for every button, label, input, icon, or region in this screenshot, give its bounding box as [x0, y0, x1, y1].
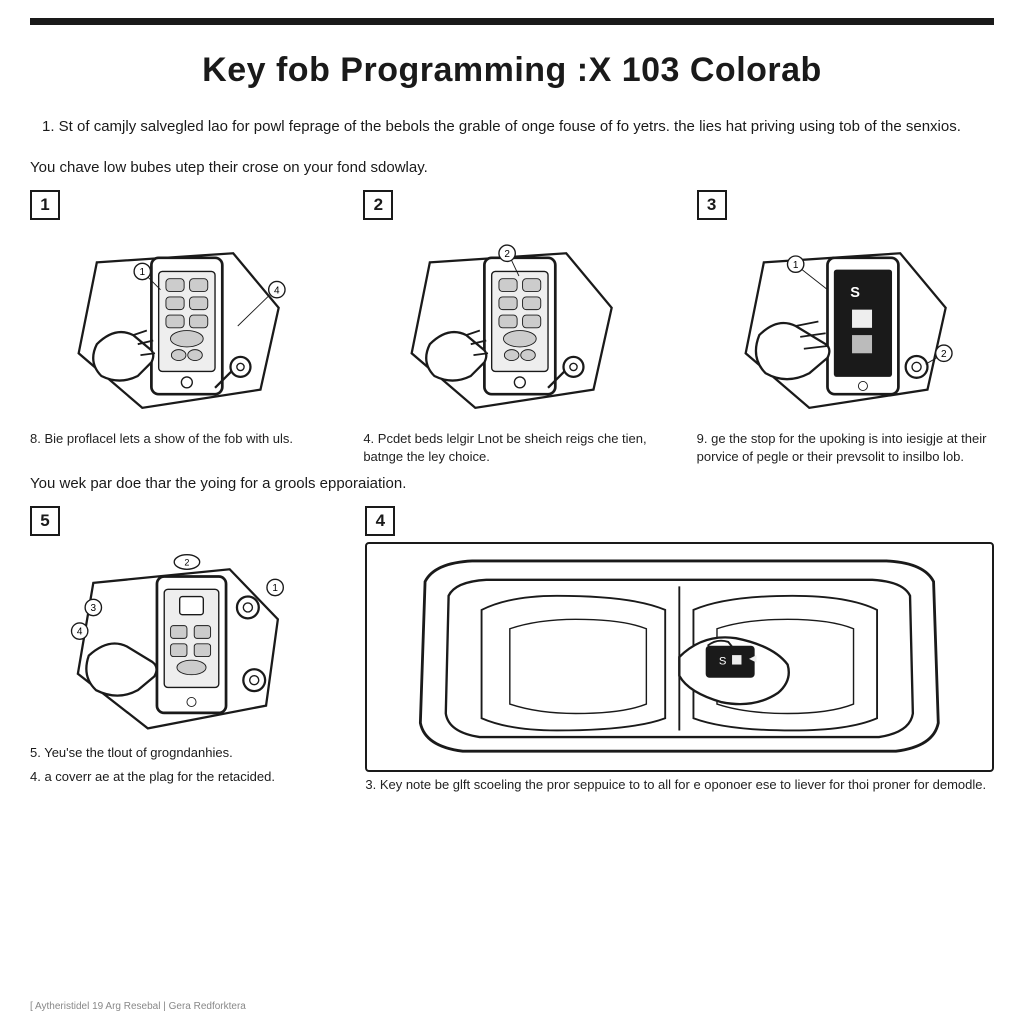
intro-text: 1. St of camjly salvegled lao for powl f… [30, 116, 994, 137]
step-number-box: 2 [363, 190, 393, 220]
step-2-illustration: 2 [363, 226, 660, 426]
callout-label: 3 [91, 603, 97, 614]
callout-label: 4 [77, 627, 83, 638]
step-4: 4 S [365, 506, 994, 794]
step-3: 3 S 1 2 [697, 190, 994, 465]
step-1-illustration: 1 4 [30, 226, 327, 426]
step-3-caption: 9. ge the stop for the upoking is into i… [697, 430, 994, 465]
step-3-illustration: S 1 2 [697, 226, 994, 426]
callout-label: 2 [505, 249, 511, 260]
section1-lead: You chave low bubes utep their crose on … [30, 159, 994, 176]
step-number-box: 3 [697, 190, 727, 220]
callout-label: 1 [793, 260, 799, 271]
footer-text: [ Aytheristidel 19 Arg Resebal | Gera Re… [30, 1001, 246, 1012]
fob-label: S [719, 656, 727, 668]
page-title: Key fob Programming :X 103 Colorab [30, 51, 994, 90]
steps-row-2: 5 2 [30, 506, 994, 794]
step-4-caption: 3. Key note be glft scoeling the pror se… [365, 776, 994, 794]
step-2: 2 2 [363, 190, 660, 465]
step-4-illustration: S [365, 542, 994, 772]
callout-label: 2 [184, 558, 189, 568]
callout-label: 4 [274, 285, 280, 296]
step-5-caption-b: 4. a coverr ae at the plag for the retac… [30, 768, 329, 786]
step-2-caption: 4. Pcdet beds lelgir Lnot be sheich reig… [363, 430, 660, 465]
step-5: 5 2 [30, 506, 329, 794]
step-1-caption: 8. Bie proflacel lets a show of the fob … [30, 430, 327, 448]
step-number-box: 5 [30, 506, 60, 536]
step-1: 1 [30, 190, 327, 465]
step-number-box: 1 [30, 190, 60, 220]
step-5-caption-a: 5. Yeu'se the tlout of grogndanhies. [30, 744, 329, 762]
callout-label: 1 [140, 267, 146, 278]
screen-label: S [850, 285, 860, 301]
callout-label: 1 [272, 583, 278, 594]
steps-row-1: 1 [30, 190, 994, 465]
step-5-illustration: 2 3 4 1 [30, 542, 329, 742]
step-number-box: 4 [365, 506, 395, 536]
step-5-captions: 5. Yeu'se the tlout of grogndanhies. 4. … [30, 744, 329, 791]
section2-lead: You wek par doe thar the yoing for a gro… [30, 475, 994, 492]
callout-label: 2 [941, 349, 947, 360]
top-rule [30, 18, 994, 25]
